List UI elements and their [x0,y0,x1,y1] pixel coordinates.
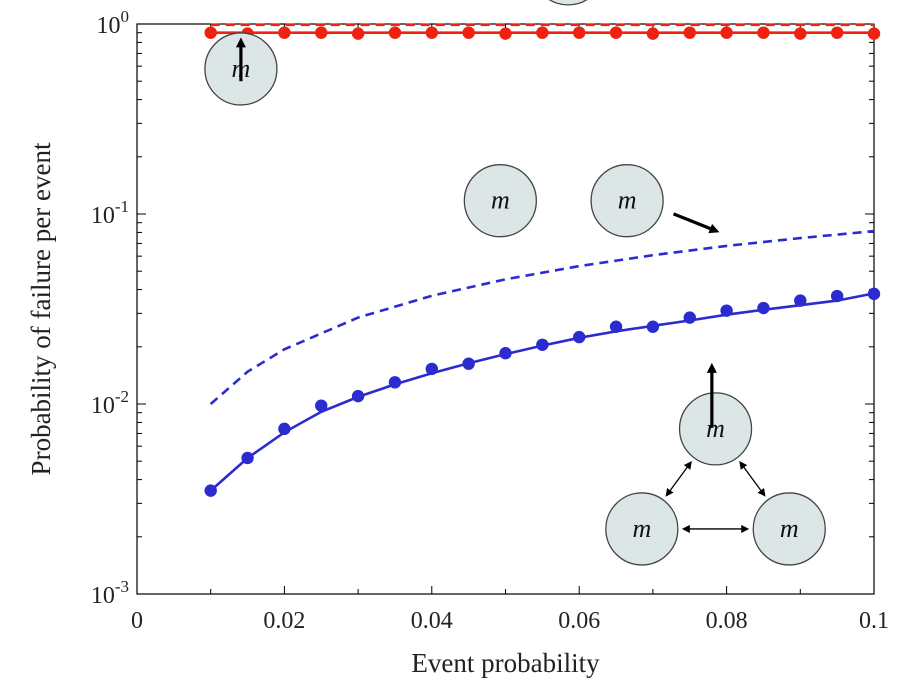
coupling-arrow [665,461,692,497]
y-tick-base: 10 [91,583,115,609]
molecule-label: m [491,186,510,215]
y-tick-exponent: -2 [115,387,129,406]
series-5-point [720,304,733,317]
series-2-point [204,26,217,39]
y-tick-label: 10-2 [91,387,129,419]
series-2-point [794,27,807,40]
molecule-circle [605,492,679,566]
molecule-circle [548,0,588,6]
series-2-point [499,27,512,40]
series-5-point [683,311,696,324]
series-2-point [573,26,586,39]
molecule-circle [463,164,537,238]
series-2-point [351,27,365,40]
y-tick-exponent: 0 [121,7,130,26]
series-5-point [241,451,254,465]
annotation-triple-coupled: m m m [605,362,826,566]
y-tick-label: 10-3 [91,577,129,609]
x-tick-label: 0.04 [411,608,453,634]
series-5-point [794,294,807,307]
series-2-point [683,26,696,39]
molecule-label: m [706,414,725,443]
y-tick-exponent: -3 [115,577,129,596]
series-2-point [425,26,438,39]
molecule-label: m [780,514,799,543]
series-5-point [351,389,365,403]
series-5-point [315,399,328,412]
series-2-point [720,26,733,39]
molecule-circle [590,164,664,238]
annotation-single: m [204,32,278,106]
series-2-point [536,26,549,39]
y-tick-base: 10 [91,393,115,419]
series-2-point [315,26,328,39]
series-5-point [388,376,402,389]
series-2-point [462,26,475,39]
series-5-point [573,330,586,344]
y-tick-label: 10-1 [91,197,129,229]
series-2-point [757,26,770,39]
y-tick-base: 10 [97,13,121,39]
annotation-arrow [672,212,720,234]
series-5-point [536,338,549,351]
series-5-point [204,484,217,497]
series-5-point [499,347,512,360]
series [204,23,881,497]
annotation-triple-independent: mmm [463,0,720,238]
y-tick-exponent: -1 [115,197,129,216]
x-tick-label: 0.02 [263,608,305,634]
series-5-point [609,320,623,333]
y-axis-label: Probability of failure per event [26,142,56,475]
x-tick-label: 0.08 [706,608,748,634]
series-4-line [209,292,875,492]
series-5-point [462,357,475,370]
series-5-point [425,362,438,376]
annotations: mmmmmmm [204,0,826,566]
molecule-circle [678,392,753,466]
series-3-line [209,229,875,405]
y-tick-base: 10 [91,203,115,229]
series-5-point [646,320,660,333]
x-tick-label: 0.06 [558,608,600,634]
x-axis-label: Event probability [411,648,600,678]
x-tick-label: 0.1 [859,608,889,634]
x-tick-label: 0 [131,608,143,634]
molecule-circle [752,492,826,566]
series-5-point [278,422,291,436]
y-tick-label: 100 [97,7,130,39]
series-5-point [867,287,881,301]
series-2-point [609,26,623,39]
series-2-point [867,27,881,40]
series-2-point [388,26,402,39]
molecule-label: m [618,186,637,215]
series-2-point [278,26,291,39]
series-5-point [830,289,844,303]
molecule-label: m [632,514,651,543]
series-2-point [646,27,660,40]
coupling-arrow [739,461,766,497]
series-5-point [757,301,770,315]
series-2-point [830,26,844,39]
